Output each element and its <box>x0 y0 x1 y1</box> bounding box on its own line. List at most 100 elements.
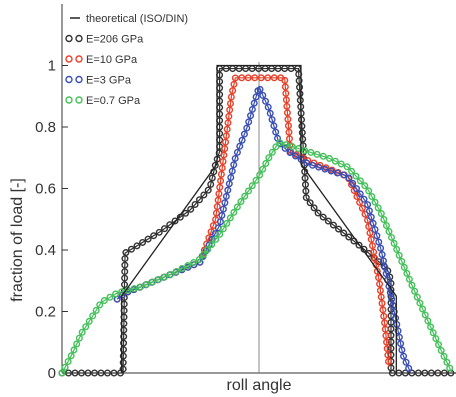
data-point <box>223 219 231 227</box>
data-point <box>387 318 395 326</box>
data-point <box>437 347 445 355</box>
data-point <box>264 74 272 82</box>
data-point <box>435 341 443 349</box>
data-point <box>360 195 368 203</box>
data-point <box>376 286 384 294</box>
data-point <box>371 254 379 262</box>
data-point <box>329 221 337 229</box>
data-point <box>302 194 310 202</box>
data-point <box>413 293 421 301</box>
data-point <box>392 314 400 322</box>
data-point <box>296 90 304 98</box>
data-point <box>398 346 406 354</box>
legend-entry: E=0.7 GPa <box>65 95 141 107</box>
data-point <box>401 369 409 377</box>
data-point <box>212 235 220 243</box>
legend-entry: E=206 GPa <box>65 34 144 46</box>
data-point <box>340 229 348 237</box>
data-point <box>361 182 369 190</box>
data-point <box>365 207 373 215</box>
data-point <box>355 241 363 249</box>
data-point <box>419 305 427 313</box>
data-point <box>314 209 322 217</box>
data-point <box>240 130 248 138</box>
data-point <box>393 245 401 253</box>
data-point <box>241 192 249 200</box>
data-point <box>252 176 260 184</box>
data-point <box>349 179 357 187</box>
data-point <box>211 161 219 169</box>
data-point <box>276 139 284 147</box>
data-point <box>307 148 315 156</box>
data-point <box>398 257 406 265</box>
data-point <box>301 146 309 154</box>
data-point <box>348 167 356 175</box>
data-point <box>385 282 393 290</box>
data-point <box>190 259 198 267</box>
data-point <box>306 199 314 207</box>
data-point <box>382 221 390 229</box>
data-point <box>77 369 85 377</box>
data-point <box>367 235 375 243</box>
data-point <box>270 74 278 82</box>
data-point <box>282 96 290 104</box>
data-point <box>270 122 278 130</box>
data-point <box>373 267 381 275</box>
data-point <box>155 228 163 236</box>
data-point <box>217 170 225 178</box>
data-point <box>427 369 435 377</box>
data-point <box>356 198 364 206</box>
data-point <box>219 205 227 213</box>
data-point <box>373 232 381 240</box>
data-point <box>281 144 289 152</box>
data-point <box>302 187 310 195</box>
data-point <box>333 169 341 177</box>
data-point <box>301 181 309 189</box>
data-point <box>402 358 410 366</box>
data-point <box>388 369 396 377</box>
data-point <box>103 369 111 377</box>
data-point <box>228 167 236 175</box>
data-point <box>394 327 402 335</box>
data-point <box>89 312 97 320</box>
data-point <box>149 278 157 286</box>
data-point <box>143 281 151 289</box>
data-point <box>90 369 98 377</box>
legend-marker-swatch <box>75 55 83 63</box>
data-point <box>380 216 388 224</box>
legend-marker-swatch <box>75 96 83 104</box>
data-point <box>224 186 232 194</box>
data-point <box>222 132 230 140</box>
data-point <box>408 369 416 377</box>
data-point <box>296 83 304 91</box>
data-point <box>381 319 389 327</box>
legend-marker-swatch <box>75 75 83 84</box>
data-point <box>75 334 83 342</box>
data-point <box>195 196 203 204</box>
data-point <box>303 159 311 167</box>
data-point <box>440 369 448 377</box>
data-point <box>443 358 451 366</box>
data-point <box>227 93 235 101</box>
legend-label: E=0.7 GPa <box>86 95 141 107</box>
data-point <box>259 91 267 99</box>
data-point <box>295 77 303 85</box>
data-point <box>397 340 405 348</box>
data-point <box>122 249 130 257</box>
data-point <box>82 323 90 331</box>
data-point <box>208 240 216 248</box>
data-point <box>272 143 280 151</box>
data-point <box>265 154 273 162</box>
data-point <box>245 118 253 126</box>
data-point <box>268 148 276 156</box>
data-point <box>337 160 345 168</box>
data-point <box>281 76 289 84</box>
data-point <box>218 211 226 219</box>
data-point <box>231 154 239 162</box>
data-point <box>375 238 383 246</box>
data-point <box>434 369 442 377</box>
data-point <box>325 154 333 162</box>
data-point <box>222 192 230 200</box>
data-point <box>345 174 353 182</box>
data-point <box>377 293 385 301</box>
